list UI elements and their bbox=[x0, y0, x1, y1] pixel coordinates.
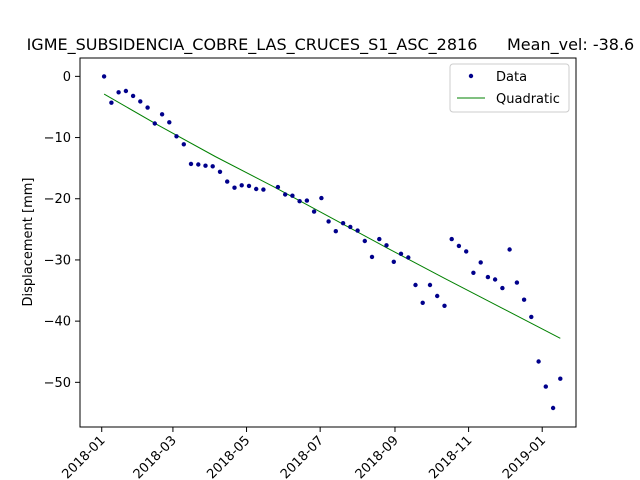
y-tick-label: −20 bbox=[44, 192, 71, 207]
data-point bbox=[304, 198, 310, 203]
data-point bbox=[485, 274, 491, 280]
x-tick-label: 2018-11 bbox=[426, 433, 475, 480]
y-axis: 0 −10 −20 −30 −40 −50 bbox=[44, 70, 80, 391]
data-point bbox=[362, 238, 367, 244]
data-point bbox=[174, 134, 179, 139]
data-point bbox=[145, 105, 150, 110]
data-point bbox=[348, 224, 353, 230]
x-tick-label: 2018-09 bbox=[353, 433, 402, 480]
data-point bbox=[558, 376, 563, 381]
data-point bbox=[167, 120, 172, 125]
data-points-layer bbox=[101, 74, 563, 411]
y-tick-label: −40 bbox=[44, 315, 71, 330]
x-tick-label: 2018-01 bbox=[60, 433, 109, 480]
data-point bbox=[116, 90, 121, 95]
quadratic-fit-line bbox=[103, 93, 561, 339]
data-point bbox=[326, 219, 331, 224]
legend-quadratic-label: Quadratic bbox=[496, 92, 560, 107]
data-point bbox=[138, 99, 143, 104]
x-tick-label: 2018-05 bbox=[204, 433, 253, 480]
data-point bbox=[181, 142, 186, 147]
legend: Data Quadratic bbox=[449, 63, 570, 113]
data-point bbox=[297, 199, 302, 204]
data-point bbox=[413, 282, 418, 288]
data-point bbox=[188, 161, 194, 167]
data-point bbox=[123, 88, 129, 94]
data-point bbox=[377, 236, 382, 242]
data-point bbox=[109, 100, 114, 105]
data-point bbox=[130, 93, 136, 99]
data-point bbox=[159, 112, 165, 117]
data-point bbox=[225, 179, 230, 184]
x-tick-label: 2018-07 bbox=[278, 433, 327, 480]
data-point bbox=[319, 195, 324, 201]
plot-area bbox=[79, 57, 577, 428]
data-point bbox=[500, 285, 505, 291]
data-point bbox=[217, 169, 223, 174]
data-point bbox=[471, 270, 476, 275]
x-axis: 2018-01 2018-03 2018-05 2018-07 2018-09 2018-… bbox=[60, 427, 549, 480]
data-point bbox=[398, 251, 404, 256]
data-point bbox=[196, 162, 201, 167]
x-tick-label: 2018-03 bbox=[131, 433, 180, 480]
x-tick-label: 2019-01 bbox=[500, 433, 549, 480]
data-point bbox=[420, 300, 425, 305]
data-point bbox=[254, 186, 259, 192]
data-point bbox=[449, 236, 454, 242]
data-point bbox=[203, 163, 208, 168]
data-point bbox=[456, 243, 462, 249]
data-point bbox=[246, 183, 252, 189]
data-point bbox=[435, 293, 440, 299]
legend-box bbox=[449, 63, 570, 113]
data-point bbox=[283, 192, 288, 197]
data-point bbox=[340, 221, 346, 226]
data-point bbox=[275, 184, 281, 190]
data-point bbox=[232, 185, 237, 190]
data-point bbox=[427, 282, 433, 288]
data-point bbox=[507, 247, 512, 252]
data-point bbox=[521, 297, 527, 302]
legend-data-marker bbox=[468, 73, 474, 79]
data-point bbox=[152, 121, 157, 126]
data-point bbox=[239, 183, 244, 188]
y-tick-label: −10 bbox=[44, 131, 71, 146]
y-axis-label: Displacement [mm] bbox=[21, 178, 36, 307]
legend-data-label: Data bbox=[496, 70, 527, 85]
data-point bbox=[333, 229, 338, 234]
data-point bbox=[550, 405, 556, 411]
chart-subtitle: Mean_vel: -38.6 bbox=[507, 35, 634, 55]
data-point bbox=[355, 228, 360, 233]
chart-title: IGME_SUBSIDENCIA_COBRE_LAS_CRUCES_S1_ASC… bbox=[27, 35, 478, 55]
y-tick-label: −50 bbox=[44, 376, 71, 391]
data-point bbox=[210, 164, 215, 169]
data-point bbox=[391, 259, 396, 264]
data-point bbox=[442, 303, 447, 308]
data-point bbox=[369, 254, 375, 260]
data-point bbox=[464, 249, 469, 254]
data-point bbox=[529, 314, 534, 320]
data-point bbox=[478, 260, 483, 265]
data-point bbox=[101, 74, 107, 79]
y-tick-label: 0 bbox=[63, 70, 71, 85]
y-tick-label: −30 bbox=[44, 253, 71, 268]
data-point bbox=[536, 359, 541, 364]
data-point bbox=[261, 187, 266, 192]
data-point bbox=[514, 280, 520, 285]
data-point bbox=[384, 243, 389, 248]
fit-line-layer bbox=[103, 93, 561, 339]
data-point bbox=[406, 255, 411, 260]
data-point bbox=[492, 277, 498, 282]
data-point bbox=[543, 384, 548, 389]
data-point bbox=[311, 209, 317, 214]
data-point bbox=[290, 193, 295, 198]
